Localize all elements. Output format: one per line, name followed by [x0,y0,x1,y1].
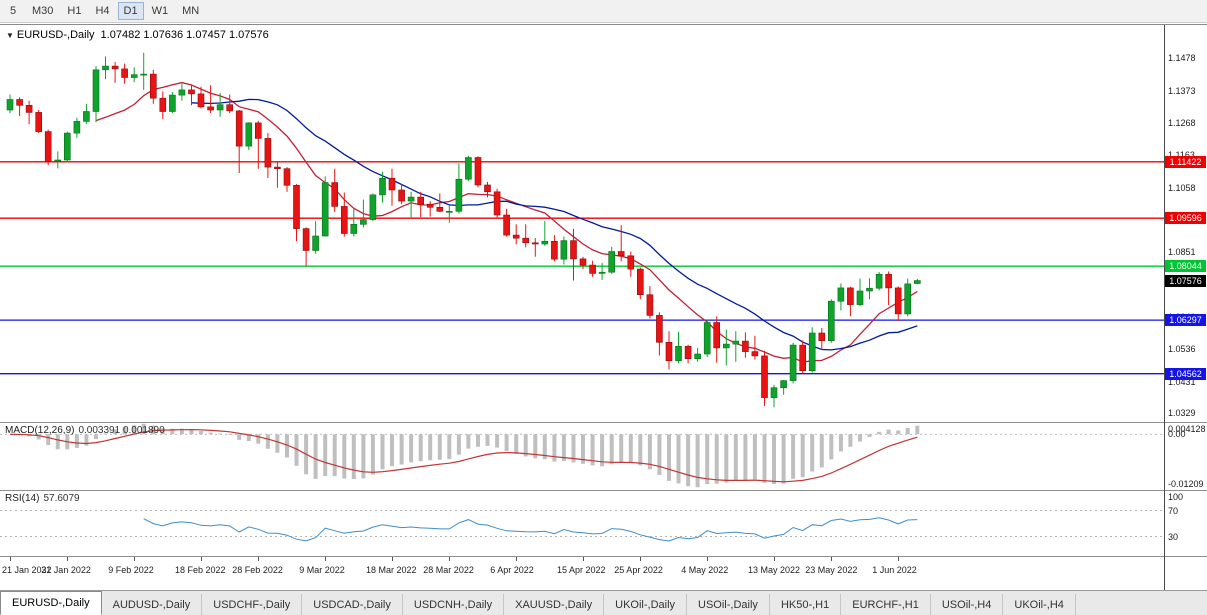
level-price-label: 1.04562 [1165,367,1206,380]
symbol-tab-UKOil-H4[interactable]: UKOil-,H4 [1003,594,1076,615]
price-axis-tick: 1.0536 [1168,344,1196,355]
rsi-axis-30: 30 [1168,531,1179,542]
symbol-dropdown-icon[interactable]: ▼ [6,31,14,40]
rsi-name: RSI(14) [5,493,40,504]
macd-axis-max: 0.004128 [1168,424,1206,434]
period-button-D1[interactable]: D1 [117,2,144,20]
date-axis-label: 21 Jan 2022 [2,565,52,575]
date-axis-label: 23 May 2022 [805,565,858,575]
period-button-W1[interactable]: W1 [151,5,169,17]
symbol-tab-UKOil-Daily[interactable]: UKOil-,Daily [604,594,688,615]
price-axis-border [1164,25,1165,591]
date-axis-label: 18 Mar 2022 [366,565,417,575]
price-pane[interactable] [0,25,1164,427]
date-axis-tick [201,557,202,561]
date-axis-label: 31 Jan 2022 [41,565,91,575]
macd-axis-zero: 0.00 [1168,429,1186,440]
date-axis-tick [583,557,584,561]
price-axis-tick: 1.1058 [1168,182,1196,193]
date-axis-label: 9 Mar 2022 [299,565,345,575]
date-axis-label: 1 Jun 2022 [872,565,917,575]
level-price-label: 1.08044 [1165,260,1206,273]
level-price-label: 1.11422 [1165,155,1206,168]
price-axis-tick: 1.1163 [1168,150,1195,160]
pane-splitter-dates [0,556,1207,557]
symbol-tab-EURCHF-H1[interactable]: EURCHF-,H1 [841,594,931,615]
rsi-indicator-label: RSI(14) 57.6079 [5,493,80,504]
pane-splitter-macd[interactable] [0,422,1207,423]
period-button-5[interactable]: 5 [9,5,17,17]
pane-splitter-rsi[interactable] [0,490,1207,491]
date-axis-tick [134,557,136,561]
timeframe-toolbar: 5 M30 H1 H4 D1 W1 MN [0,0,1207,23]
date-axis-label: 18 Feb 2022 [175,565,226,575]
date-axis-label: 4 May 2022 [681,565,729,575]
price-axis-tick: 1.1373 [1168,85,1196,96]
period-button-H4[interactable]: H4 [95,5,110,17]
price-axis-tick: 1.1268 [1168,117,1196,128]
macd-name: MACD(12,26,9) [5,425,75,436]
date-axis-tick [831,557,833,561]
level-price-label: 1.06297 [1165,314,1206,327]
symbol-tab-EURUSD-Daily[interactable]: EURUSD-,Daily [0,591,102,615]
level-price-label: 1.09596 [1165,212,1206,225]
macd-chart-canvas[interactable] [0,423,1164,490]
date-axis-tick [258,557,260,561]
symbol-tab-USDCHF-Daily[interactable]: USDCHF-,Daily [202,594,303,615]
date-axis-tick [67,557,69,561]
current-price-label: 1.07576 [1165,274,1206,287]
symbol-tab-AUDUSD-Daily[interactable]: AUDUSD-,Daily [102,594,203,615]
date-axis-label: 15 Apr 2022 [557,565,606,575]
date-axis-label: 6 Apr 2022 [490,565,534,575]
date-axis-tick [392,557,393,561]
price-axis-tick: 1.1478 [1168,53,1196,64]
date-axis-tick [449,557,451,561]
date-axis-tick [898,557,900,561]
rsi-chart-canvas[interactable] [0,491,1164,556]
symbol-tab-USDCAD-Daily[interactable]: USDCAD-,Daily [302,594,403,615]
chart-title: ▼ EURUSD-,Daily 1.07482 1.07636 1.07457 1.… [6,29,269,41]
date-axis-tick [707,557,709,561]
chart-ohlc-values: 1.07482 1.07636 1.07457 1.07576 [100,29,269,41]
chart-window: ▼ EURUSD-,Daily 1.07482 1.07636 1.07457 1.… [0,24,1207,591]
macd-indicator-label: MACD(12,26,9) 0.003391 0.001890 [5,425,165,436]
date-axis-label: 28 Mar 2022 [423,565,474,575]
symbol-tab-USOil-H4[interactable]: USOil-,H4 [931,594,1004,615]
date-axis-label: 25 Apr 2022 [614,565,663,575]
date-axis-tick [516,557,518,561]
symbol-tab-USOil-Daily[interactable]: USOil-,Daily [687,594,770,615]
price-chart-canvas[interactable] [0,25,1164,422]
period-button-H1[interactable]: H1 [67,5,82,17]
price-axis-tick: 1.0329 [1168,408,1196,418]
date-axis-label: 13 May 2022 [748,565,801,575]
date-axis-label: 9 Feb 2022 [108,565,154,575]
rsi-axis-70: 70 [1168,505,1179,516]
rsi-pane[interactable] [0,491,1164,561]
date-axis-tick [10,557,11,561]
price-axis-tick: 1.0851 [1168,246,1196,257]
period-button-MN[interactable]: MN [182,5,200,17]
macd-axis-min: -0.01209 [1168,479,1204,489]
macd-pane[interactable] [0,423,1164,495]
symbol-tabs-bar: EURUSD-,Daily AUDUSD-,Daily USDCHF-,Daily U… [0,590,1207,615]
price-axis-tick: 1.0431 [1168,376,1196,387]
period-button-M30[interactable]: M30 [32,5,54,17]
symbol-tab-HK50-H1[interactable]: HK50-,H1 [770,594,842,615]
date-axis-tick [325,557,327,561]
macd-values: 0.003391 0.001890 [78,425,165,436]
rsi-axis-100: 100 [1168,492,1184,502]
date-axis-label: 28 Feb 2022 [232,565,283,575]
date-axis-tick [640,557,642,561]
date-axis-tick [774,557,775,561]
symbol-tab-XAUUSD-Daily[interactable]: XAUUSD-,Daily [504,594,605,615]
symbol-tab-USDCNH-Daily[interactable]: USDCNH-,Daily [403,594,505,615]
chart-symbol-label: EURUSD-,Daily [16,29,95,41]
rsi-value: 57.6079 [43,493,80,504]
